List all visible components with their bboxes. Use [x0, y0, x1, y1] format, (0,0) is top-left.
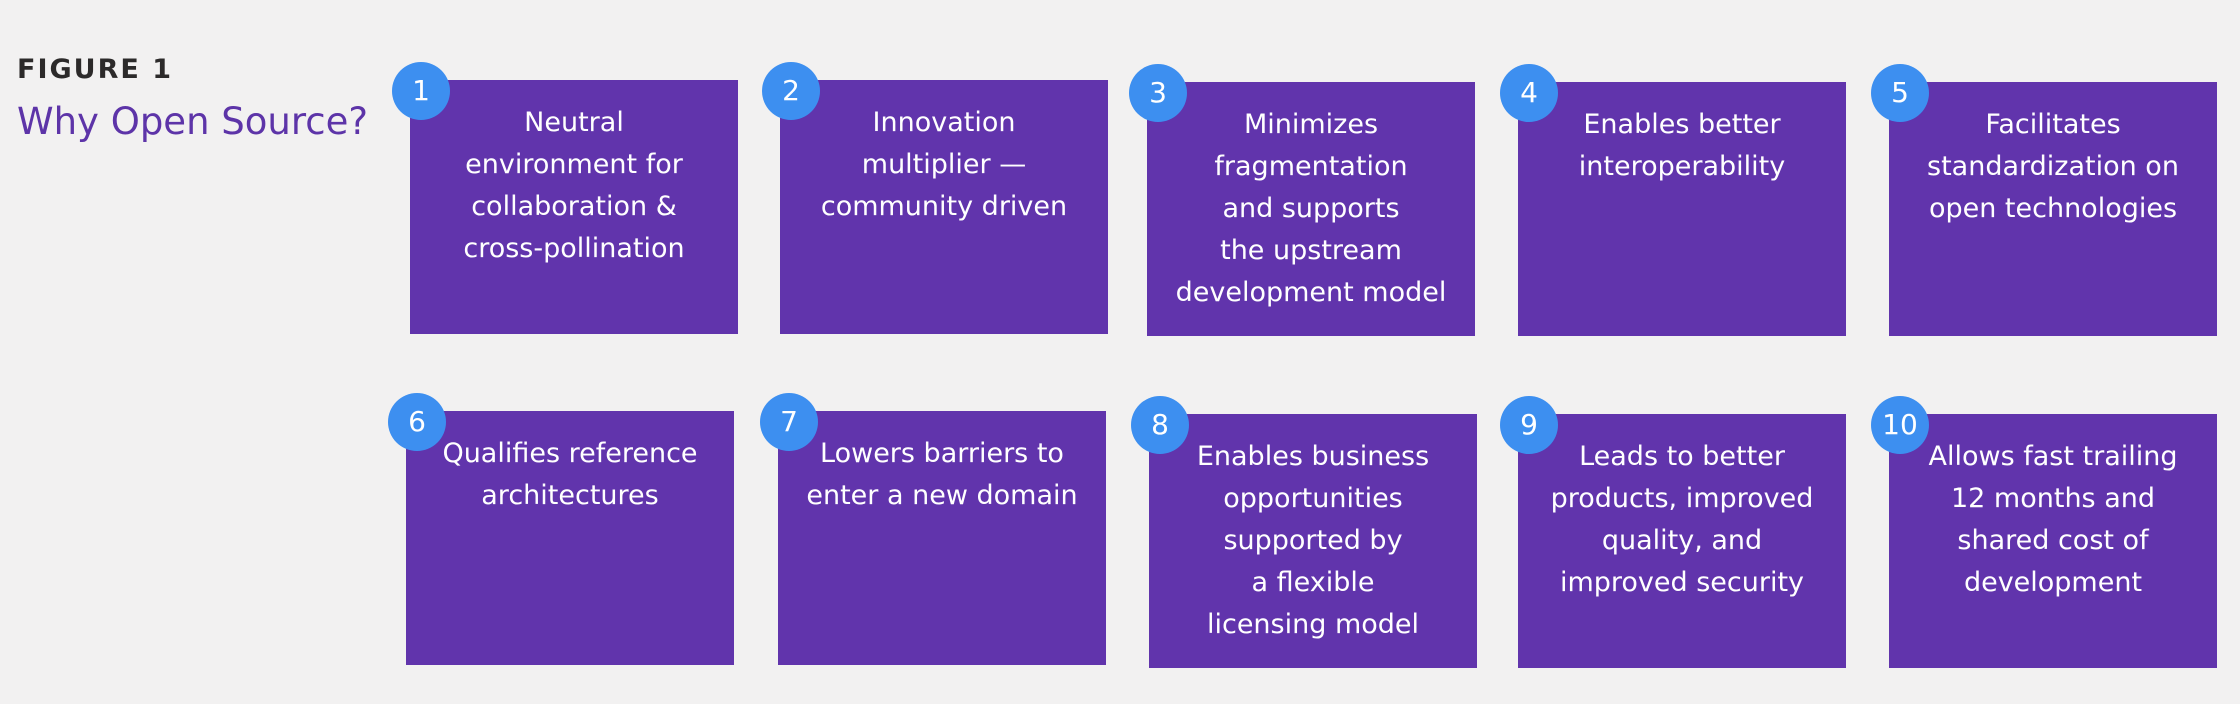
reason-card-text: Minimizes fragmentation and supports the up… [1157, 104, 1465, 314]
reason-card-line: and supports [1222, 193, 1400, 224]
reason-card-line: Neutral [524, 107, 624, 138]
number-badge: 9 [1500, 396, 1558, 454]
number-badge: 1 [392, 62, 450, 120]
reason-card-line: collaboration & [471, 191, 677, 222]
reason-card-line: the upstream [1220, 235, 1402, 266]
reason-card-line: Facilitates [1985, 109, 2121, 140]
reason-card-8: Enables business opportunities supported b… [1149, 414, 1477, 668]
reason-card-3: Minimizes fragmentation and supports the up… [1147, 82, 1475, 336]
reason-card-line: environment for [465, 149, 683, 180]
reason-card-line: Minimizes [1243, 109, 1379, 140]
number-badge: 2 [762, 62, 820, 120]
figure-label: FIGURE 1 [17, 54, 173, 85]
reason-card-line: Leads to better [1579, 441, 1785, 472]
reason-card-2: Innovation multiplier — community driven [780, 80, 1108, 334]
reason-card-10: Allows fast trailing 12 months and shared … [1889, 414, 2217, 668]
reason-card-line: improved security [1559, 567, 1805, 598]
reason-card-line: Enables business [1196, 441, 1430, 472]
reason-card-line: development model [1175, 277, 1447, 308]
number-badge: 4 [1500, 64, 1558, 122]
number-badge: 8 [1131, 396, 1189, 454]
reason-card-text: Innovation multiplier — community driven [790, 102, 1098, 228]
reason-card-text: Facilitates standardization on open techno… [1899, 104, 2207, 230]
reason-card-9: Leads to better products, improved quality… [1518, 414, 1846, 668]
reason-card-line: open technologies [1928, 193, 2178, 224]
reason-card-5: Facilitates standardization on open techno… [1889, 82, 2217, 336]
reason-card-line: enter a new domain [806, 480, 1078, 511]
reason-card-line: quality, and [1601, 525, 1763, 556]
reason-card-7: Lowers barriers to enter a new domain [778, 411, 1106, 665]
reason-card-4: Enables better interoperability [1518, 82, 1846, 336]
number-badge: 5 [1871, 64, 1929, 122]
reason-card-line: Allows fast trailing [1928, 441, 2178, 472]
reason-card-text: Leads to better products, improved quality… [1528, 436, 1836, 604]
reason-card-line: supported by [1223, 525, 1403, 556]
reason-card-line: community driven [820, 191, 1068, 222]
number-badge: 6 [388, 393, 446, 451]
reason-card-line: shared cost of [1957, 525, 2149, 556]
reason-card-line: interoperability [1578, 151, 1786, 182]
reason-card-line: multiplier — [861, 149, 1027, 180]
figure-title: Why Open Source? [17, 100, 368, 143]
reason-card-line: architectures [481, 480, 659, 511]
reason-card-line: 12 months and [1950, 483, 2156, 514]
reason-card-line: development [1963, 567, 2143, 598]
reason-card-line: a flexible [1251, 567, 1375, 598]
reason-card-1: Neutral environment for collaboration & cro… [410, 80, 738, 334]
reason-card-line: products, improved [1550, 483, 1814, 514]
number-badge: 10 [1871, 396, 1929, 454]
reason-card-text: Qualifies reference architectures [416, 433, 724, 517]
reason-card-line: standardization on [1927, 151, 2179, 182]
reason-card-line: Enables better [1583, 109, 1781, 140]
reason-card-line: licensing model [1206, 609, 1420, 640]
reason-card-line: cross-pollination [463, 233, 685, 264]
reason-card-line: opportunities [1223, 483, 1403, 514]
number-badge: 7 [760, 393, 818, 451]
reason-card-6: Qualifies reference architectures [406, 411, 734, 665]
reason-card-text: Lowers barriers to enter a new domain [788, 433, 1096, 517]
reason-card-text: Allows fast trailing 12 months and shared … [1899, 436, 2207, 604]
number-badge: 3 [1129, 64, 1187, 122]
reason-card-line: fragmentation [1214, 151, 1408, 182]
reason-card-text: Neutral environment for collaboration & cro… [420, 102, 728, 270]
reason-card-text: Enables better interoperability [1528, 104, 1836, 188]
reason-card-text: Enables business opportunities supported b… [1159, 436, 1467, 646]
reason-card-line: Innovation [872, 107, 1016, 138]
reason-card-line: Qualifies reference [442, 438, 698, 469]
reason-card-line: Lowers barriers to [820, 438, 1064, 469]
